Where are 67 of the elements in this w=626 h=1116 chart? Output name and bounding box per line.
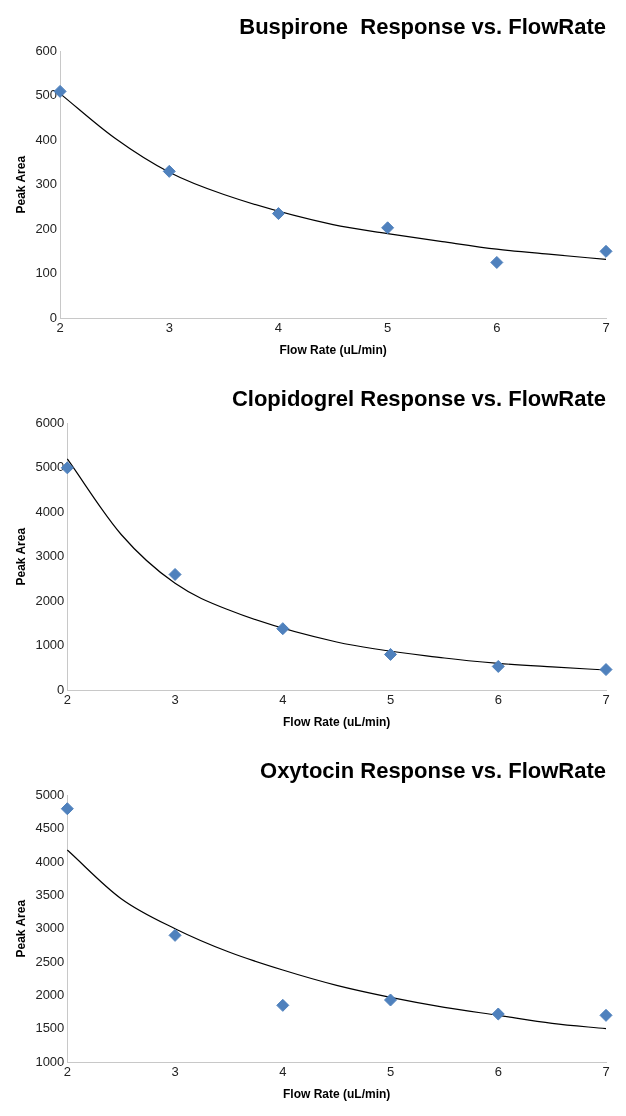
point <box>599 244 613 258</box>
x-tick-label: 7 <box>602 1064 610 1080</box>
y-tick-label: 5000 <box>35 459 65 475</box>
point <box>490 255 504 269</box>
point <box>491 659 505 673</box>
y-tick-label: 5000 <box>35 786 65 802</box>
y-axis-title: Peak Area <box>13 899 28 958</box>
y-tick-label: 0 <box>49 309 58 325</box>
y-tick-label: 300 <box>35 176 58 192</box>
y-tick-label: 100 <box>35 265 58 281</box>
point <box>384 993 398 1007</box>
x-tick-label: 2 <box>63 692 71 708</box>
x-axis-title: Flow Rate (uL/min) <box>283 1087 391 1102</box>
x-tick-label: 6 <box>493 320 501 336</box>
x-tick-label: 3 <box>171 1064 179 1080</box>
point <box>384 647 398 661</box>
y-tick-label: 2500 <box>35 953 65 969</box>
x-tick-label: 5 <box>386 692 395 708</box>
y-tick-label: 3000 <box>35 548 65 564</box>
point <box>162 164 176 178</box>
y-tick-label: 4500 <box>35 820 65 836</box>
y-tick-label: 3000 <box>35 920 65 936</box>
point <box>599 1008 613 1022</box>
y-tick-label: 3500 <box>35 886 65 902</box>
x-tick-label: 3 <box>171 692 179 708</box>
point <box>381 221 395 235</box>
chart-title: Buspirone Response vs. FlowRate <box>239 14 606 40</box>
x-axis-title: Flow Rate (uL/min) <box>283 715 391 730</box>
point <box>60 802 74 816</box>
x-tick-label: 2 <box>63 1064 71 1080</box>
y-tick-label: 4000 <box>35 853 65 869</box>
point <box>168 567 182 581</box>
chart-title: Oxytocin Response vs. FlowRate <box>260 758 606 784</box>
x-tick-label: 4 <box>279 692 287 708</box>
y-tick-label: 0 <box>57 681 65 697</box>
y-tick-label: 2000 <box>35 592 65 608</box>
x-tick-label: 2 <box>56 320 64 336</box>
x-tick-label: 7 <box>602 320 610 336</box>
y-tick-label: 1000 <box>35 1053 65 1069</box>
line-series <box>66 849 607 1030</box>
x-tick-label: 3 <box>165 320 173 336</box>
y-axis-title: Peak Area <box>13 155 28 214</box>
x-tick-label: 5 <box>386 1064 395 1080</box>
y-tick-label: 500 <box>35 87 58 103</box>
y-tick-label: 1000 <box>35 637 65 653</box>
point <box>276 622 290 636</box>
x-tick-label: 6 <box>494 1064 502 1080</box>
x-tick-label: 4 <box>279 1064 287 1080</box>
point <box>168 928 182 942</box>
point <box>271 207 285 221</box>
chart-title: Clopidogrel Response vs. FlowRate <box>231 386 606 412</box>
y-tick-label: 4000 <box>35 503 65 519</box>
x-tick-label: 5 <box>384 320 392 336</box>
x-tick-label: 6 <box>494 692 502 708</box>
x-tick-label: 4 <box>274 320 283 336</box>
point <box>491 1007 505 1021</box>
y-tick-label: 6000 <box>35 414 65 430</box>
y-axis-title: Peak Area <box>13 527 28 586</box>
y-tick-label: 2000 <box>35 986 65 1002</box>
y-tick-label: 400 <box>35 131 58 147</box>
point <box>276 998 290 1012</box>
y-tick-label: 600 <box>35 42 58 58</box>
y-tick-label: 1500 <box>35 1020 65 1036</box>
x-axis-title: Flow Rate (uL/min) <box>279 343 387 358</box>
x-tick-label: 7 <box>602 692 610 708</box>
point <box>599 663 613 677</box>
y-tick-label: 200 <box>35 220 58 236</box>
